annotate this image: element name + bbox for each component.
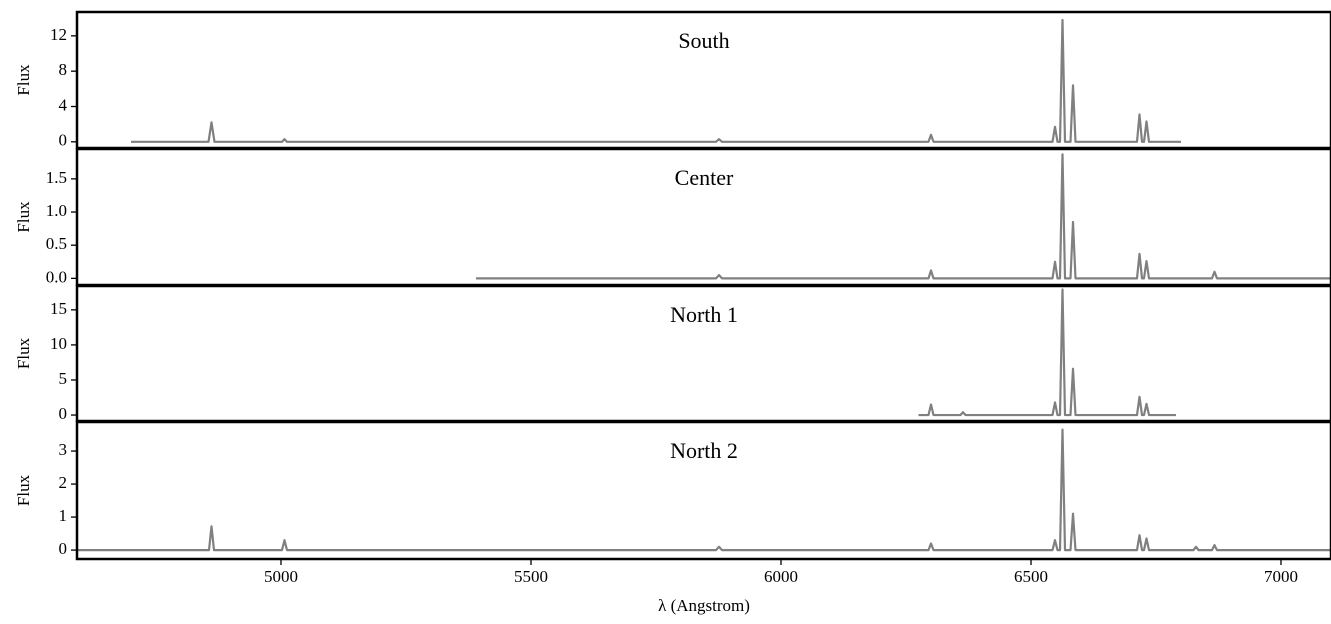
y-tick-label: 0.5: [46, 234, 67, 253]
y-axis-label: Flux: [14, 337, 33, 369]
x-tick-label: 5000: [264, 567, 298, 586]
y-tick-label: 2: [59, 473, 68, 492]
y-tick-label: 4: [59, 95, 68, 114]
y-tick-label: 1.5: [46, 168, 67, 187]
panel-title: Center: [675, 165, 734, 190]
y-axis-label: Flux: [14, 64, 33, 96]
panel-frame: [75, 420, 1331, 561]
panel-title: North 1: [670, 302, 738, 327]
y-tick-label: 0: [59, 539, 68, 558]
y-tick-label: 0: [59, 404, 68, 423]
spectrum-line: [131, 18, 1181, 143]
y-tick-label: 0: [59, 131, 68, 150]
x-tick-label: 7000: [1264, 567, 1298, 586]
y-tick-label: 15: [50, 299, 67, 318]
panel-title: South: [678, 28, 729, 53]
y-tick-label: 1: [59, 506, 68, 525]
y-axis-label: Flux: [14, 474, 33, 506]
y-tick-label: 3: [59, 440, 68, 459]
panel-title: North 2: [670, 438, 738, 463]
x-tick-label: 6500: [1014, 567, 1048, 586]
y-tick-label: 5: [59, 369, 68, 388]
spectrum-line: [77, 428, 1331, 552]
y-tick-label: 8: [59, 60, 68, 79]
y-tick-label: 0.0: [46, 267, 67, 286]
spectrum-line: [476, 153, 1331, 280]
y-axis-label: Flux: [14, 201, 33, 233]
y-tick-label: 1.0: [46, 201, 67, 220]
y-tick-label: 10: [50, 334, 67, 353]
spectrum-line: [918, 288, 1176, 417]
x-tick-label: 5500: [514, 567, 548, 586]
y-tick-label: 12: [50, 25, 67, 44]
x-tick-label: 6000: [764, 567, 798, 586]
x-axis-label: λ (Angstrom): [658, 596, 750, 615]
